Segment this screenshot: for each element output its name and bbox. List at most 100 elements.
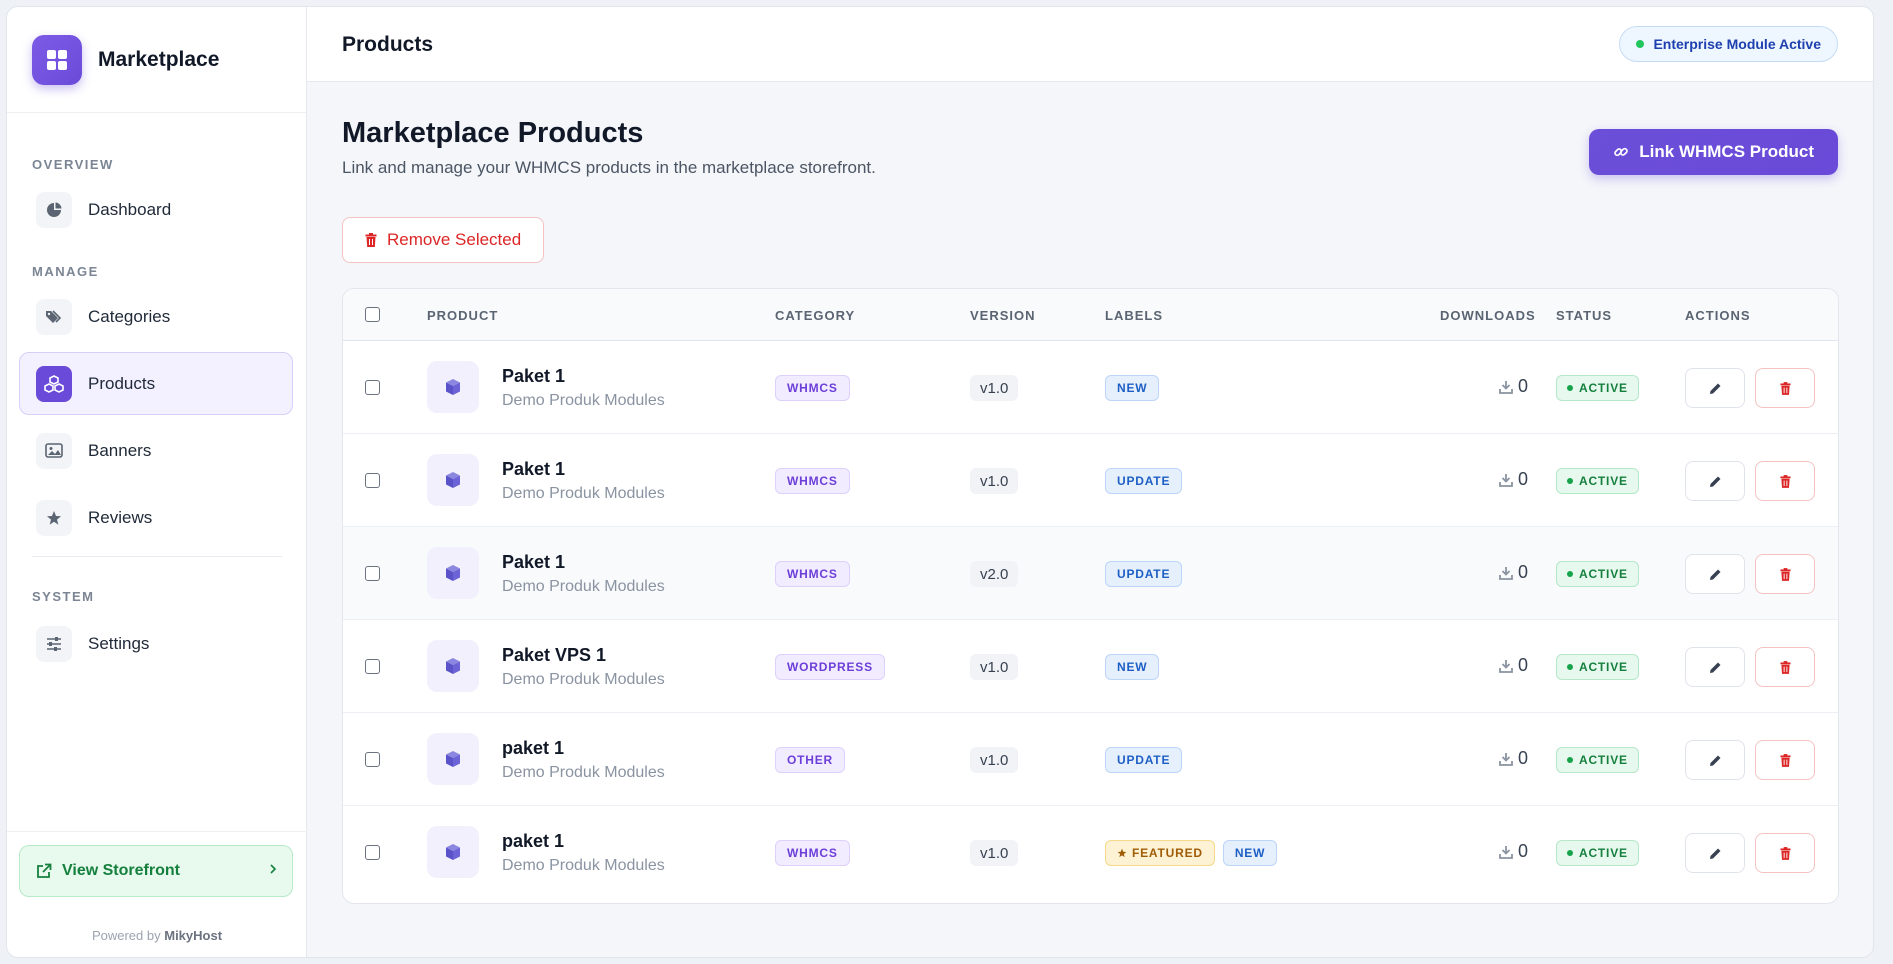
- edit-button[interactable]: [1685, 554, 1745, 594]
- chevron-right-icon: [268, 862, 278, 881]
- status-badge: ACTIVE: [1556, 654, 1639, 680]
- table-row: paket 1 Demo Produk Modules OTHER v1.0 U…: [343, 713, 1838, 806]
- select-all-checkbox[interactable]: [365, 307, 380, 322]
- labels-group: FEATURED NEW: [1105, 840, 1278, 866]
- status-label: ACTIVE: [1579, 474, 1628, 488]
- sidebar-item-settings[interactable]: Settings: [19, 612, 293, 675]
- row-checkbox[interactable]: [365, 380, 380, 395]
- delete-button[interactable]: [1755, 833, 1815, 873]
- sidebar-item-banners[interactable]: Banners: [19, 419, 293, 482]
- sidebar-footer: View Storefront Powered by MikyHost: [7, 831, 307, 957]
- label-text: UPDATE: [1117, 567, 1171, 581]
- brand[interactable]: Marketplace: [7, 7, 306, 113]
- status-dot-icon: [1567, 664, 1573, 670]
- status-badge: ACTIVE: [1556, 561, 1639, 587]
- status-dot-icon: [1636, 40, 1645, 48]
- sidebar-item-label: Products: [88, 373, 156, 393]
- labels-group: UPDATE: [1105, 468, 1183, 494]
- col-actions: ACTIONS: [1685, 308, 1751, 323]
- label-badge: NEW: [1105, 654, 1160, 680]
- trash-icon: [1779, 660, 1791, 674]
- enterprise-status-badge: Enterprise Module Active: [1619, 26, 1838, 62]
- row-checkbox[interactable]: [365, 752, 380, 767]
- edit-button[interactable]: [1685, 833, 1745, 873]
- row-checkbox[interactable]: [365, 566, 380, 581]
- edit-button[interactable]: [1685, 368, 1745, 408]
- labels-group: UPDATE: [1105, 561, 1183, 587]
- delete-button[interactable]: [1755, 740, 1815, 780]
- status-label: ACTIVE: [1579, 753, 1628, 767]
- table-row: Paket 1 Demo Produk Modules WHMCS v1.0 N…: [343, 341, 1838, 434]
- product-name: paket 1: [502, 738, 565, 758]
- link-whmcs-product-button[interactable]: Link WHMCS Product: [1589, 129, 1838, 175]
- edit-button[interactable]: [1685, 461, 1745, 501]
- cube-icon: [427, 826, 479, 878]
- delete-button[interactable]: [1755, 461, 1815, 501]
- downloads-value: 0: [1517, 376, 1528, 396]
- status-dot-icon: [1567, 757, 1573, 763]
- grid-icon: [32, 34, 82, 85]
- row-checkbox[interactable]: [365, 659, 380, 674]
- product-description: Demo Produk Modules: [502, 578, 665, 595]
- enterprise-badge-label: Enterprise Module Active: [1653, 36, 1821, 52]
- delete-button[interactable]: [1755, 647, 1815, 687]
- product-description: Demo Produk Modules: [502, 392, 665, 409]
- delete-button[interactable]: [1755, 368, 1815, 408]
- sliders-icon: [36, 625, 72, 662]
- pencil-icon: [1709, 382, 1722, 395]
- table-row: Paket 1 Demo Produk Modules WHMCS v1.0 U…: [343, 434, 1838, 527]
- label-text: NEW: [1117, 381, 1148, 395]
- downloads-value: 0: [1517, 841, 1528, 861]
- sidebar-item-label: Settings: [88, 633, 150, 653]
- section-overview: OVERVIEW: [32, 157, 114, 172]
- row-checkbox[interactable]: [365, 845, 380, 860]
- pencil-icon: [1709, 754, 1722, 767]
- products-table: PRODUCT CATEGORY VERSION LABELS DOWNLOAD…: [342, 288, 1839, 904]
- topbar-title: Products: [342, 33, 434, 56]
- col-downloads: DOWNLOADS: [1440, 308, 1536, 323]
- product-name: paket 1: [502, 831, 565, 851]
- cube-icon: [427, 640, 479, 692]
- trash-icon: [1779, 474, 1791, 488]
- product-description: Demo Produk Modules: [502, 857, 665, 874]
- page-subtitle: Link and manage your WHMCS products in t…: [342, 158, 876, 177]
- downloads-count: 0: [1428, 562, 1528, 583]
- topbar: Products Enterprise Module Active: [307, 7, 1873, 82]
- sidebar-item-products[interactable]: Products: [19, 352, 293, 415]
- status-dot-icon: [1567, 571, 1573, 577]
- sidebar-item-dashboard[interactable]: Dashboard: [19, 178, 293, 241]
- trash-icon: [365, 233, 377, 247]
- downloads-value: 0: [1517, 748, 1528, 768]
- edit-button[interactable]: [1685, 740, 1745, 780]
- pie-chart-icon: [36, 191, 72, 228]
- powered-by: Powered by MikyHost: [7, 928, 307, 943]
- version-badge: v1.0: [970, 747, 1019, 773]
- download-icon: [1499, 380, 1513, 394]
- table-header: PRODUCT CATEGORY VERSION LABELS DOWNLOAD…: [343, 289, 1838, 341]
- sidebar-item-reviews[interactable]: Reviews: [19, 486, 293, 549]
- download-icon: [1499, 659, 1513, 673]
- status-dot-icon: [1567, 385, 1573, 391]
- label-badge: UPDATE: [1105, 747, 1183, 773]
- main-content: Products Enterprise Module Active Market…: [307, 7, 1873, 957]
- sidebar-item-label: Banners: [88, 440, 152, 460]
- label-badge: NEW: [1105, 375, 1160, 401]
- download-icon: [1499, 473, 1513, 487]
- page-title: Marketplace Products: [342, 117, 644, 149]
- label-badge: UPDATE: [1105, 468, 1183, 494]
- col-version: VERSION: [970, 308, 1036, 323]
- view-storefront-button[interactable]: View Storefront: [19, 845, 293, 897]
- status-label: ACTIVE: [1579, 846, 1628, 860]
- col-labels: LABELS: [1105, 308, 1163, 323]
- app-window: Marketplace OVERVIEW Dashboard MANAGE Ca…: [6, 6, 1874, 958]
- edit-button[interactable]: [1685, 647, 1745, 687]
- status-badge: ACTIVE: [1556, 747, 1639, 773]
- status-label: ACTIVE: [1579, 381, 1628, 395]
- powered-brand[interactable]: MikyHost: [164, 928, 223, 943]
- delete-button[interactable]: [1755, 554, 1815, 594]
- remove-selected-button[interactable]: Remove Selected: [342, 217, 545, 263]
- sidebar-item-label: Categories: [88, 306, 171, 326]
- view-storefront-label: View Storefront: [62, 862, 180, 879]
- sidebar-item-categories[interactable]: Categories: [19, 285, 293, 348]
- row-checkbox[interactable]: [365, 473, 380, 488]
